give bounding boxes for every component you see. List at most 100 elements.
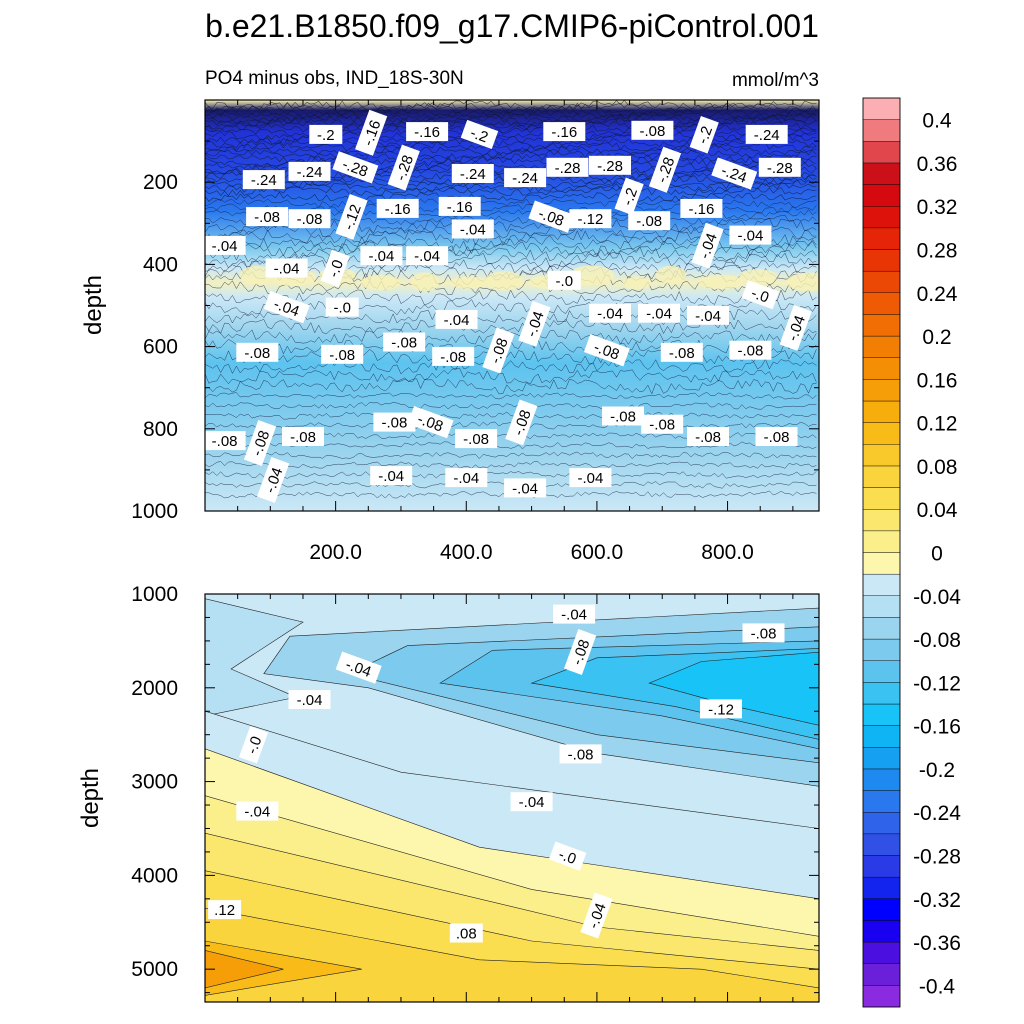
colorbar-box — [862, 638, 901, 661]
upper-contour-label-text: -.08 — [440, 349, 466, 366]
colorbar-tick-label: 0.08 — [917, 456, 958, 479]
upper-contour-label-box — [282, 427, 324, 446]
colorbar-box — [862, 249, 901, 272]
colorbar-box — [862, 400, 901, 423]
colorbar-box — [862, 141, 901, 164]
upper-contour-label-box — [755, 427, 798, 446]
upper-contour-label-box — [729, 225, 772, 245]
upper-contour-label: -.08 — [755, 427, 798, 446]
upper-contour-line — [205, 100, 817, 110]
upper-contour-label: -.04 — [504, 478, 547, 498]
upper-contour-label: -.24 — [242, 170, 285, 190]
upper-contour-label: -.04 — [406, 246, 449, 266]
lower-contour-bands — [205, 598, 819, 1002]
upper-x-tick-label: 800.0 — [701, 541, 754, 564]
lower-contour-label-text: .12 — [214, 902, 235, 919]
lower-contour-label-box — [700, 699, 742, 719]
colorbar: -0.4 -0.36 -0.32 -0.28 -0.24 -0.2 -0.16 -0.12 -0… — [862, 97, 961, 1008]
upper-contour-line — [205, 392, 817, 400]
upper-contour-label-box — [236, 342, 279, 362]
lower-y-axis: 1000 2000 3000 4000 5000 — [131, 583, 819, 994]
upper-contour-label-box — [569, 468, 612, 488]
upper-y-tick-label: 1000 — [131, 500, 178, 523]
upper-contour-label-box — [432, 346, 475, 366]
upper-contour-label-box — [263, 291, 310, 324]
upper-y-label: depth — [80, 275, 107, 335]
upper-contour-label-text: -.0 — [749, 285, 771, 307]
upper-contour-label-text: -.04 — [646, 306, 672, 323]
upper-contour-label-box — [729, 340, 772, 360]
upper-contour-label-box — [504, 478, 547, 498]
upper-contour-label-text: -.24 — [754, 127, 780, 144]
upper-contour-line — [205, 329, 817, 345]
colorbar-box — [862, 725, 901, 748]
colorbar-box — [862, 552, 901, 575]
upper-contour-line — [205, 402, 817, 410]
upper-contour-label-text: -.08 — [329, 347, 355, 364]
upper-near-zero-patch — [484, 271, 524, 291]
upper-contour-label-box — [758, 157, 801, 177]
upper-contour-label-text: -.04 — [695, 308, 721, 325]
colorbar-tick-label: 0.32 — [917, 196, 958, 219]
lower-y-tick-label: 4000 — [131, 864, 178, 887]
upper-right-title: mmol/m^3 — [732, 70, 819, 91]
upper-contour-label-box — [648, 146, 682, 193]
upper-contour-label: -.2 — [614, 177, 644, 216]
upper-contour-line — [205, 367, 817, 385]
upper-contour-label: -.2 — [689, 115, 719, 154]
upper-contour-line — [205, 421, 817, 430]
colorbar-box — [862, 682, 901, 705]
colorbar-tick-label: 0.2 — [922, 326, 951, 349]
lower-contour-label: -.0 — [548, 841, 587, 871]
upper-near-zero-patch — [360, 275, 401, 291]
upper-contour-label-box — [641, 414, 684, 434]
upper-contour-label: -.08 — [628, 211, 671, 231]
upper-contour-label: -.08 — [288, 209, 331, 229]
colorbar-tick-label: 0.4 — [922, 110, 952, 133]
colorbar-box — [862, 617, 901, 640]
upper-contour-label-text: -.08 — [669, 345, 695, 362]
upper-contour-label: -.2 — [309, 124, 343, 144]
upper-contour-label-box — [680, 198, 723, 218]
lower-contour-label: .12 — [208, 900, 242, 920]
upper-contour-label-text: -.08 — [649, 417, 675, 434]
colorbar-box — [862, 335, 901, 358]
lower-contour-label-box — [510, 792, 553, 812]
lower-y-tick-label: 1000 — [131, 583, 178, 606]
upper-x-tick-label: 200.0 — [309, 541, 362, 564]
colorbar-box — [862, 184, 901, 207]
upper-contour-label-text: -.08 — [695, 429, 721, 446]
upper-contour-label-box — [370, 466, 413, 486]
upper-contour-label-box — [205, 431, 246, 451]
upper-x-tick-label: 600.0 — [571, 541, 624, 564]
colorbar-tick-label: 0.36 — [917, 153, 958, 176]
upper-x-tick-label: 400.0 — [440, 541, 493, 564]
colorbar-box — [862, 812, 901, 835]
upper-contour-label: -.0 — [325, 297, 359, 317]
upper-contour-label: -.04 — [589, 303, 631, 323]
colorbar-box — [862, 206, 901, 229]
colorbar-tick-label: -0.32 — [913, 889, 961, 912]
upper-contour-label-box — [376, 198, 419, 218]
upper-contour-label-text: -.28 — [597, 158, 623, 175]
lower-contour-label-box — [335, 651, 382, 684]
upper-contour-label-box — [387, 144, 420, 191]
lower-contour-label-box — [553, 604, 596, 624]
upper-contour-label-box — [435, 309, 478, 329]
upper-contour-label-box — [373, 412, 416, 432]
lower-contour-label: -.0 — [238, 726, 269, 764]
lower-y-label: depth — [77, 768, 104, 828]
upper-panel: PO4 minus obs, IND_18S-30N mmol/m^3 -.2-… — [80, 68, 820, 564]
upper-contour-label-box — [407, 406, 454, 439]
upper-contour-label-box — [265, 258, 308, 278]
lower-contour-label-text: -.12 — [708, 701, 734, 718]
upper-contour-label: -.24 — [288, 161, 331, 181]
upper-contour-label: -.04 — [445, 468, 488, 488]
upper-contour-label-box — [687, 305, 729, 325]
colorbar-box — [862, 660, 901, 683]
upper-contour-label-box — [360, 246, 403, 266]
upper-contour-label: -.08 — [729, 340, 772, 360]
upper-contour-label-box — [528, 200, 575, 233]
upper-contour-label-box — [242, 170, 285, 190]
colorbar-box — [862, 898, 901, 921]
